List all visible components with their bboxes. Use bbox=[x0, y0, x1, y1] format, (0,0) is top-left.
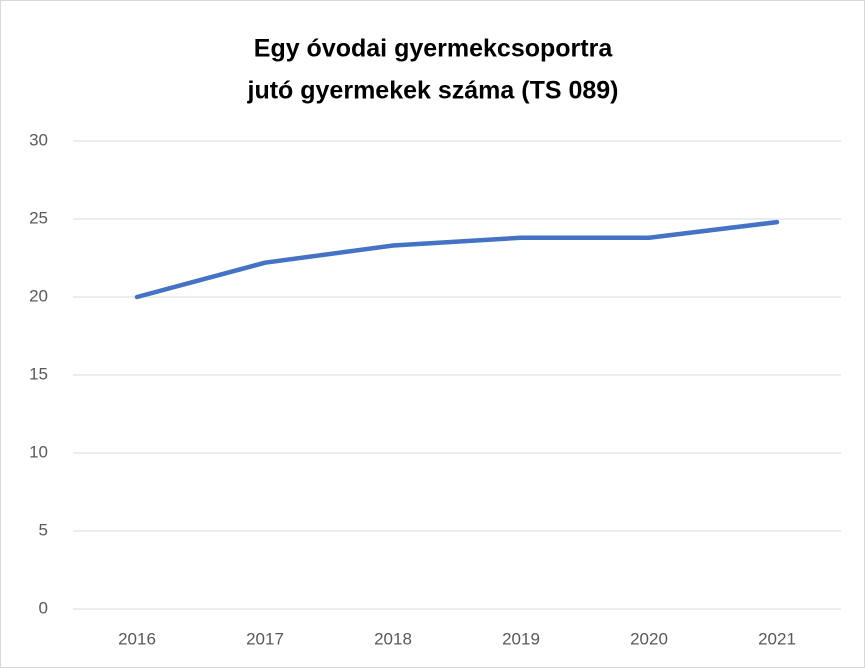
x-tick-label: 2018 bbox=[374, 629, 412, 648]
y-tick-label: 25 bbox=[29, 208, 48, 227]
y-tick-label: 20 bbox=[29, 286, 48, 305]
y-tick-label: 10 bbox=[29, 442, 48, 461]
chart-title: Egy óvodai gyermekcsoportra bbox=[254, 35, 614, 63]
x-tick-label: 2017 bbox=[246, 629, 284, 648]
y-tick-label: 30 bbox=[29, 130, 48, 149]
x-tick-label: 2016 bbox=[118, 629, 156, 648]
x-tick-label: 2020 bbox=[630, 629, 668, 648]
chart-title: jutó gyermekek száma (TS 089) bbox=[247, 77, 619, 105]
x-tick-label: 2019 bbox=[502, 629, 540, 648]
x-tick-label: 2021 bbox=[758, 629, 796, 648]
y-tick-label: 0 bbox=[39, 598, 48, 617]
series-line bbox=[134, 219, 780, 300]
y-tick-label: 5 bbox=[39, 520, 48, 539]
y-tick-label: 15 bbox=[29, 364, 48, 383]
